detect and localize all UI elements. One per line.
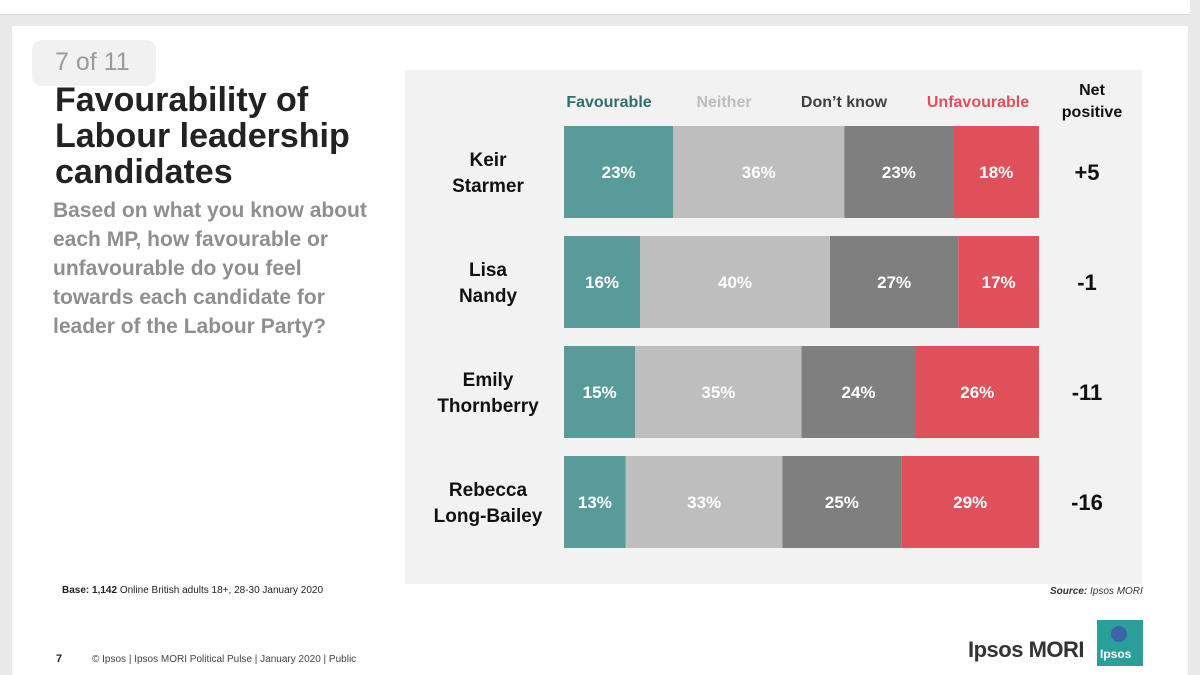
data-label-favourable: 16%: [585, 273, 619, 292]
stacked-bar-chart: Favourable Neither Don’t know Unfavourable N…: [434, 82, 1123, 548]
bar-segment-favourable: [564, 346, 636, 438]
source-text: Ipsos MORI: [1090, 586, 1143, 597]
data-label-unfavourable: 17%: [982, 273, 1016, 292]
category-label-line-2: Starmer: [452, 176, 524, 197]
base-text: Online British adults 18+, 28-30 January…: [119, 585, 324, 596]
data-label-dont-know: 25%: [825, 493, 859, 512]
net-positive-value: -1: [1077, 270, 1097, 295]
base-count: 1,142: [92, 585, 118, 596]
chart-panel: Favourable Neither Don’t know Unfavourable N…: [405, 70, 1142, 584]
data-label-unfavourable: 29%: [953, 493, 987, 512]
survey-question: Based on what you know about each MP, ho…: [53, 199, 367, 338]
bar-segment-neither: [625, 456, 783, 548]
footer-page-number: 7: [56, 653, 63, 665]
logo-text: Ipsos: [1100, 647, 1132, 661]
bar-segment-dont-know: [782, 456, 902, 548]
brand-name: Ipsos MORI: [968, 637, 1085, 662]
source-label: Source:: [1050, 586, 1088, 597]
base-note: Base: 1,142 Online British adults 18+, 2…: [62, 585, 323, 596]
bar-segment-favourable: [564, 236, 640, 328]
ipsos-logo: Ipsos: [1097, 620, 1143, 666]
data-label-unfavourable: 18%: [979, 163, 1013, 182]
page-count: 7 of 11: [55, 48, 130, 76]
legend-favourable: Favourable: [566, 94, 651, 111]
data-label-favourable: 13%: [578, 493, 612, 512]
bar-segment-dont-know: [844, 126, 954, 218]
bar-segment-unfavourable: [953, 126, 1039, 218]
data-label-favourable: 15%: [583, 383, 617, 402]
bar-segment-favourable: [564, 126, 674, 218]
net-header-line-2: positive: [1062, 104, 1123, 121]
bar-segment-dont-know: [830, 236, 959, 328]
slide: 7 of 11 Favourability of Labour leadersh…: [12, 26, 1188, 675]
data-label-dont-know: 27%: [877, 273, 911, 292]
legend-dont-know: Don’t know: [801, 94, 888, 111]
net-positive-value: +5: [1074, 160, 1099, 185]
bar-segment-neither: [673, 126, 845, 218]
previous-slide-edge: [0, 0, 1190, 15]
data-label-neither: 35%: [701, 383, 735, 402]
data-label-dont-know: 23%: [882, 163, 916, 182]
data-label-neither: 33%: [687, 493, 721, 512]
net-header-line-1: Net: [1079, 82, 1105, 99]
slide-title: Favourability of Labour leadership candi…: [55, 81, 350, 191]
source-note: Source: Ipsos MORI: [1050, 586, 1143, 597]
category-label-line-1: Keir: [470, 150, 508, 171]
base-label: Base:: [62, 585, 90, 596]
net-positive-value: -11: [1072, 380, 1103, 405]
logo-head-icon: [1111, 626, 1127, 642]
data-label-favourable: 23%: [602, 163, 636, 182]
category-label-line-2: Thornberry: [437, 396, 539, 417]
data-label-unfavourable: 26%: [960, 383, 994, 402]
bar-segment-neither: [640, 236, 830, 328]
bar-segment-favourable: [564, 456, 626, 548]
category-label-line-1: Emily: [463, 370, 514, 391]
bar-segment-unfavourable: [901, 456, 1039, 548]
data-label-dont-know: 24%: [841, 383, 875, 402]
bar-segment-unfavourable: [915, 346, 1039, 438]
bar-segment-neither: [635, 346, 802, 438]
category-label-line-2: Long-Bailey: [434, 506, 543, 527]
bar-segment-dont-know: [801, 346, 916, 438]
data-label-neither: 36%: [742, 163, 776, 182]
category-label-line-2: Nandy: [459, 286, 518, 307]
footer-text: © Ipsos | Ipsos MORI Political Pulse | J…: [92, 654, 357, 665]
bar-segment-unfavourable: [958, 236, 1039, 328]
data-label-neither: 40%: [718, 273, 752, 292]
legend-unfavourable: Unfavourable: [927, 94, 1029, 111]
page-indicator-badge: [32, 40, 156, 86]
category-label-line-1: Rebecca: [449, 480, 528, 501]
net-positive-value: -16: [1071, 490, 1103, 515]
category-label-line-1: Lisa: [469, 260, 507, 281]
legend-neither: Neither: [696, 94, 751, 111]
